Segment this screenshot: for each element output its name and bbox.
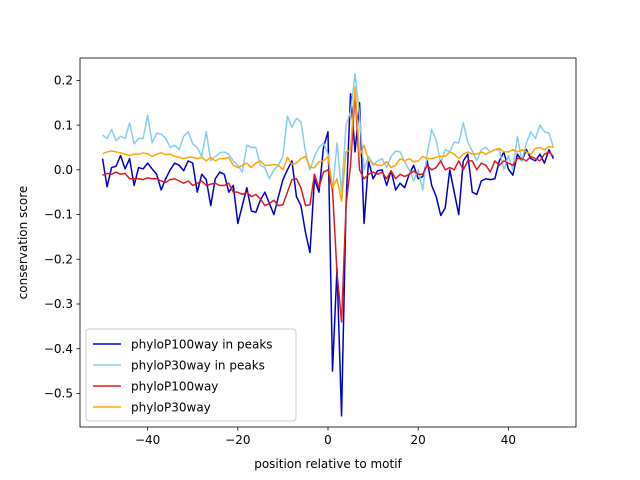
x-tick-label: −20 [225, 433, 250, 447]
y-tick-label: −0.2 [44, 252, 73, 266]
x-tick-label: 0 [324, 433, 332, 447]
series-line-2 [102, 72, 555, 193]
legend-label-1: phyloP100way in peaks [131, 338, 273, 352]
y-axis-title: conservation score [16, 186, 30, 300]
legend-label-2: phyloP30way in peaks [131, 359, 265, 373]
y-tick-label: −0.3 [44, 297, 73, 311]
y-tick-label: −0.4 [44, 342, 73, 356]
plot-area [101, 72, 555, 417]
legend-label-4: phyloP30way [131, 401, 211, 415]
series-line-3 [102, 93, 554, 323]
series-line-1 [101, 93, 555, 417]
legend: phyloP100way in peaks phyloP30way in peak… [85, 328, 297, 422]
series-line-4 [102, 86, 554, 202]
y-tick-label: 0.1 [54, 118, 73, 132]
y-tick-label: 0.2 [54, 74, 73, 88]
x-axis-title: position relative to motif [254, 457, 402, 471]
legend-box [85, 328, 297, 422]
y-tick-label: 0.0 [54, 163, 73, 177]
x-tick-label: 40 [501, 433, 516, 447]
y-tick-label: −0.1 [44, 208, 73, 222]
x-axis: −40 −20 0 20 40 [135, 427, 516, 447]
legend-label-3: phyloP100way [131, 380, 218, 394]
x-tick-label: 20 [411, 433, 426, 447]
y-tick-label: −0.5 [44, 387, 73, 401]
y-axis: −0.5 −0.4 −0.3 −0.2 −0.1 0.0 0.1 0.2 [44, 74, 80, 401]
x-tick-label: −40 [135, 433, 160, 447]
